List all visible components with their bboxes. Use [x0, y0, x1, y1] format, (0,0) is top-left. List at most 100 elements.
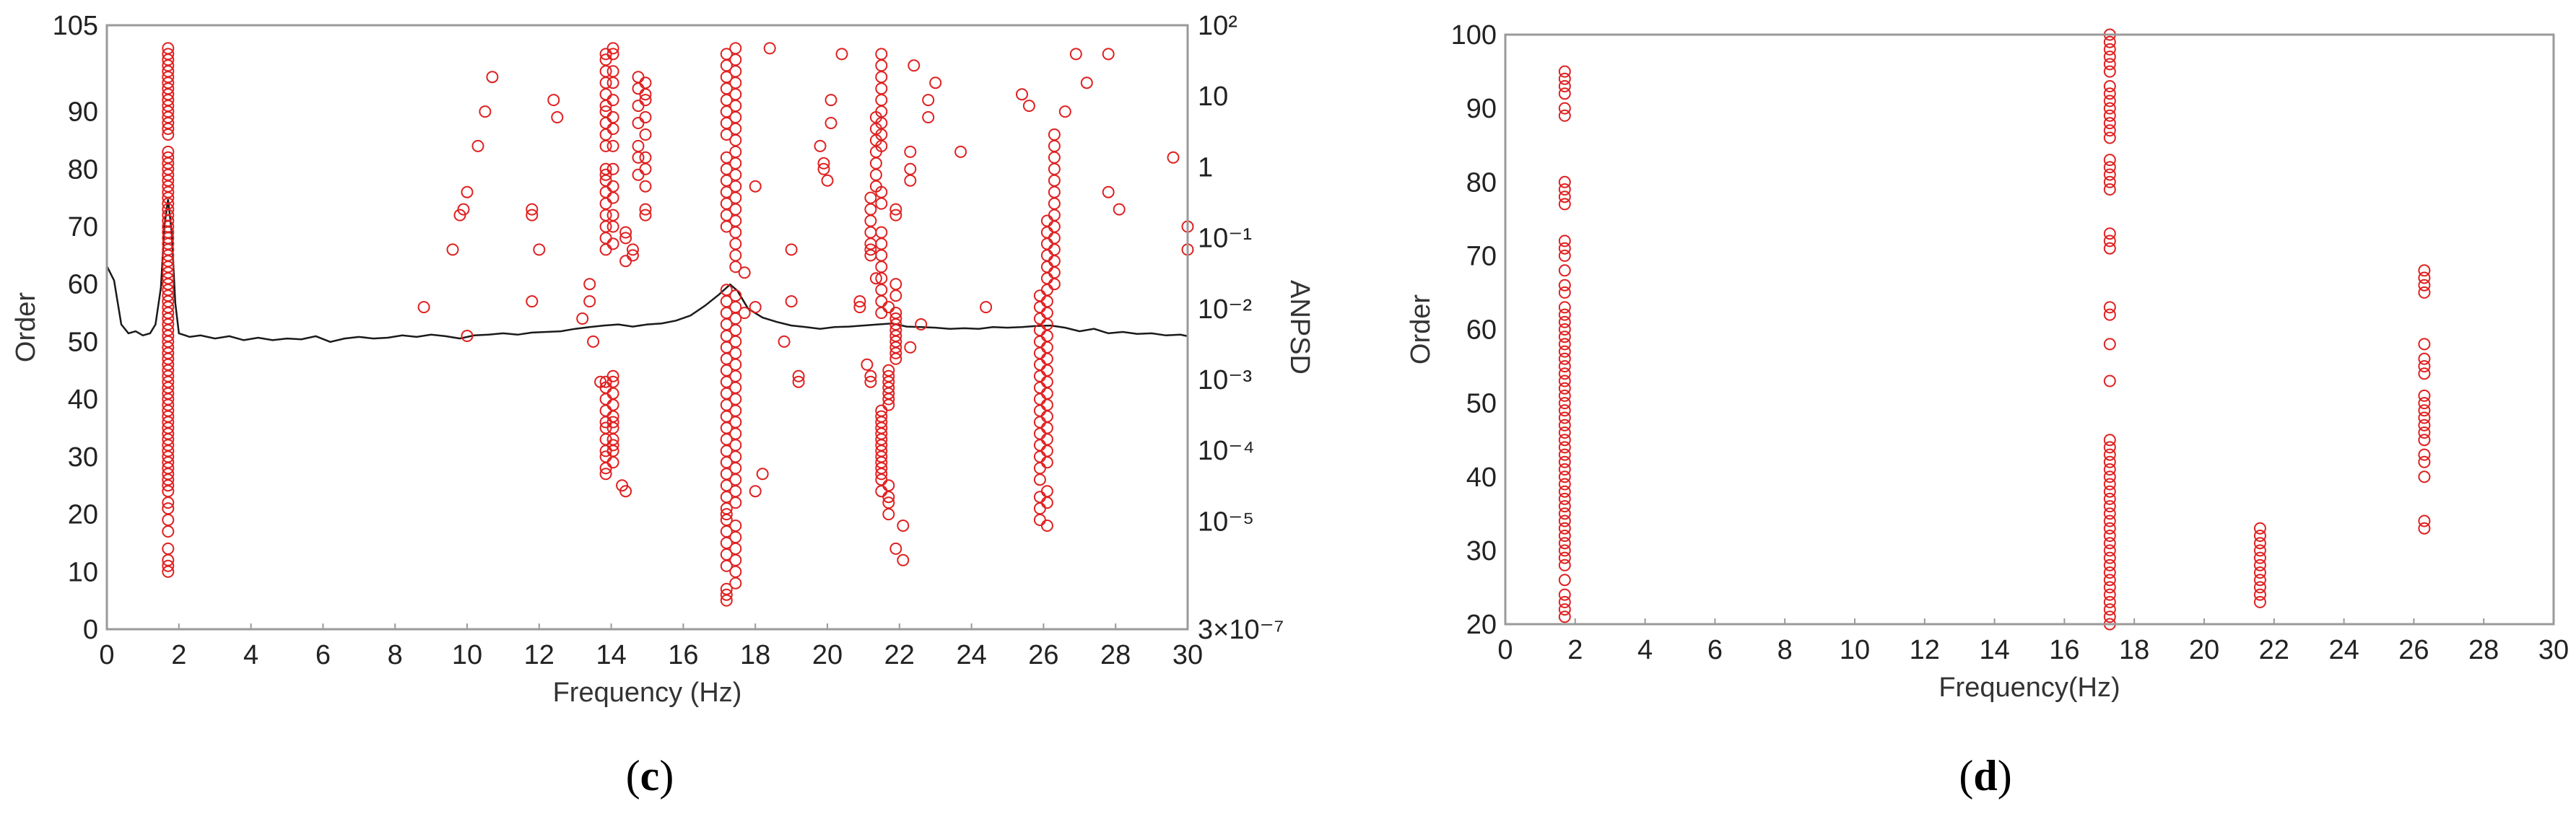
data-point [576, 312, 589, 325]
data-point [417, 301, 430, 314]
data-point [729, 531, 742, 543]
x-tick-label: 12 [524, 640, 554, 670]
data-point [2103, 161, 2116, 174]
data-point [729, 369, 742, 382]
x-tick-label: 30 [1172, 640, 1203, 670]
y-tick-label: 20 [1466, 610, 1497, 640]
data-point [2418, 514, 2431, 527]
y-tick-label: 60 [68, 270, 98, 300]
data-point [2103, 434, 2116, 447]
data-point [2103, 242, 2116, 255]
y-axis-label: Order [1406, 294, 1436, 364]
data-point [2103, 588, 2116, 601]
y-tick-label: 50 [68, 327, 98, 357]
data-point [1558, 175, 1571, 188]
data-point [729, 346, 742, 359]
data-point [639, 151, 652, 164]
data-point [792, 375, 805, 388]
data-point [1558, 455, 1571, 468]
data-point [606, 162, 619, 175]
data-point [1558, 308, 1571, 321]
data-point [875, 410, 888, 423]
data-point [729, 203, 742, 216]
x-tick-label: 6 [1707, 635, 1723, 665]
data-point [2103, 301, 2116, 314]
data-point [446, 243, 459, 256]
data-point [2103, 375, 2116, 387]
x-tick-label: 20 [812, 640, 843, 670]
data-point [2418, 470, 2431, 483]
data-point [2253, 574, 2266, 587]
data-point [1558, 470, 1571, 483]
data-point [729, 249, 742, 262]
data-point [639, 209, 652, 222]
order-points-layer [1558, 28, 2431, 631]
data-point [1558, 198, 1571, 211]
data-point [2418, 397, 2431, 410]
data-point [922, 94, 935, 107]
y-tick-labels: 20 30 40 50 60 70 80 90 100 [1451, 20, 1497, 640]
data-point [785, 295, 798, 308]
data-point [1558, 65, 1571, 78]
data-point [864, 375, 877, 388]
data-point [729, 450, 742, 463]
data-point [861, 358, 874, 371]
x-tick-label: 2 [1567, 635, 1583, 665]
data-point [1558, 610, 1571, 623]
data-point [479, 105, 492, 118]
data-point [1558, 330, 1571, 343]
data-point [869, 272, 882, 285]
data-point [2418, 434, 2431, 447]
data-point [606, 111, 619, 123]
data-point [875, 48, 888, 61]
data-point [2103, 154, 2116, 167]
data-point [864, 369, 877, 382]
data-point [1558, 530, 1571, 542]
data-point [720, 588, 733, 601]
data-point [814, 139, 827, 152]
data-point [1558, 507, 1571, 520]
data-point [756, 468, 769, 481]
data-point [875, 185, 888, 198]
data-point [864, 243, 877, 256]
x-axis-label: Frequency (Hz) [553, 678, 742, 708]
data-point [729, 565, 742, 578]
data-point [1058, 105, 1071, 118]
data-point [606, 42, 619, 55]
y-tick-label: 40 [1466, 463, 1497, 493]
panel-letter-c: c [640, 752, 660, 800]
data-point [606, 375, 619, 388]
data-point [853, 301, 866, 314]
y2-tick-label: 10 [1198, 82, 1228, 112]
data-point [1558, 382, 1571, 395]
data-point [1558, 478, 1571, 491]
data-point [720, 508, 733, 521]
data-point [599, 468, 612, 481]
data-point [1558, 109, 1571, 122]
data-point [1558, 448, 1571, 461]
x-tick-label: 10 [1840, 635, 1870, 665]
data-point [2103, 175, 2116, 188]
data-point [2103, 470, 2116, 483]
x-tick-labels: 0 2 4 6 8 10 12 14 16 18 20 22 24 26 28 30 [99, 623, 1203, 670]
data-point [882, 369, 895, 382]
data-point [929, 76, 942, 89]
data-point [1558, 286, 1571, 299]
data-point [2103, 544, 2116, 557]
data-point [2253, 566, 2266, 579]
data-point [2418, 367, 2431, 380]
y-axis-label: Order [11, 292, 41, 362]
data-point [729, 168, 742, 181]
data-point [606, 416, 619, 429]
x-tick-label: 6 [316, 640, 331, 670]
plot-frame [1504, 33, 2555, 626]
data-point [619, 485, 632, 498]
data-point [2418, 360, 2431, 373]
data-point [1558, 441, 1571, 454]
data-point [2103, 109, 2116, 122]
y2-tick-label: 10⁻⁴ [1198, 436, 1255, 466]
data-point [1558, 426, 1571, 439]
data-point [824, 117, 837, 129]
data-point [720, 151, 733, 164]
data-point [763, 42, 776, 55]
